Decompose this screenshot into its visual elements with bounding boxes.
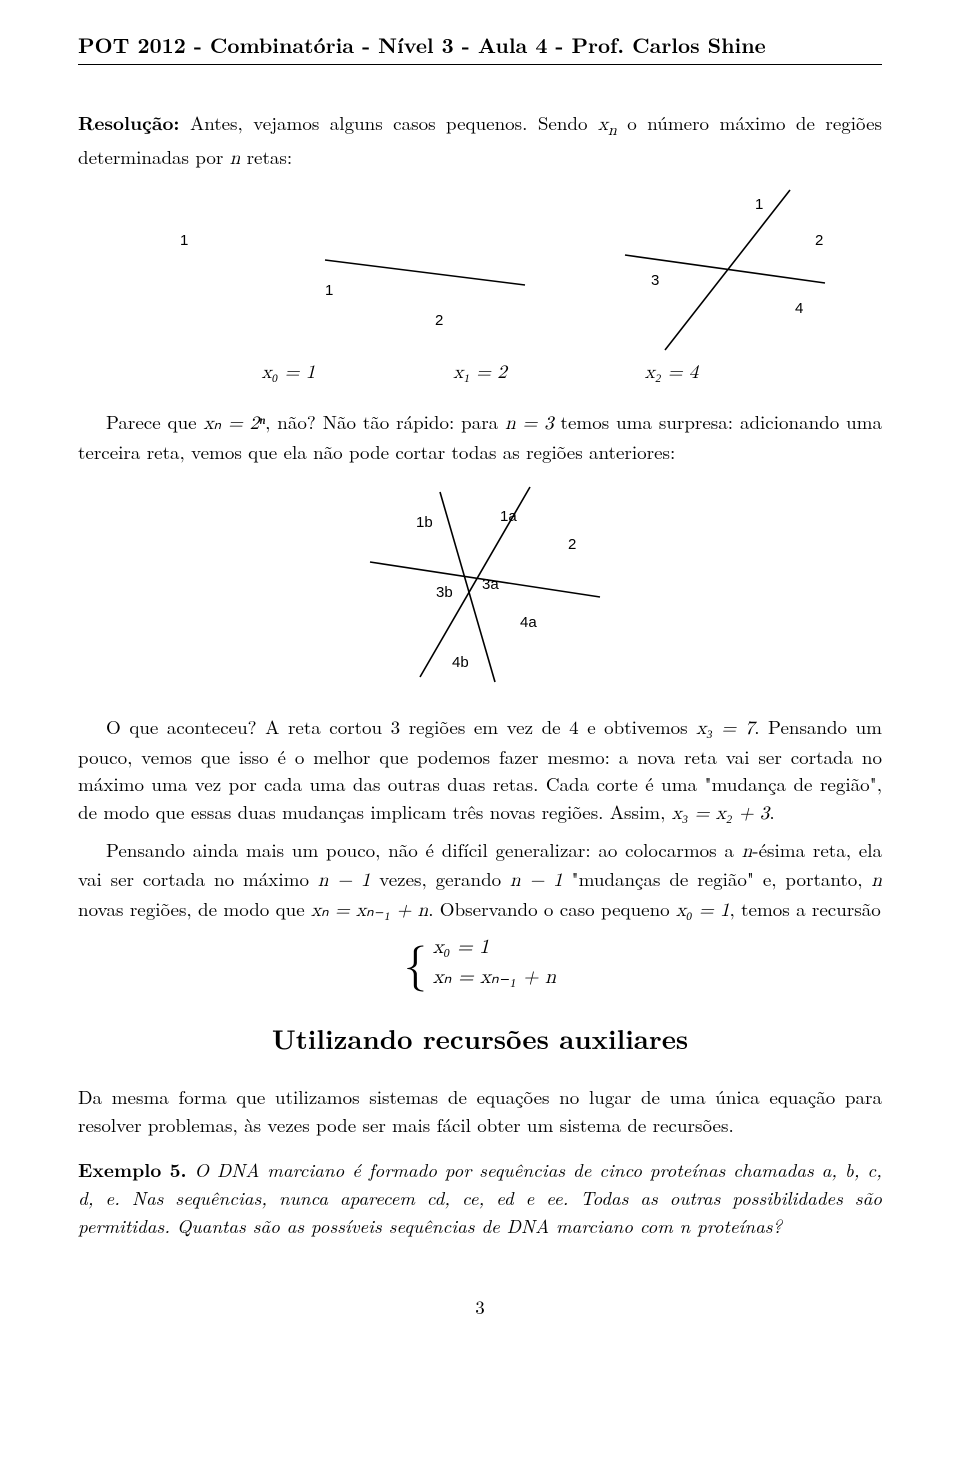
line <box>325 260 525 285</box>
fig-x2: 1 2 3 4 <box>615 185 835 355</box>
brace-lines: x₀ = 1 xₙ = xₙ₋₁ + n <box>433 932 556 992</box>
text: vezes, gerando <box>370 865 510 892</box>
diagram-3-lines: 1b 1a 2 3b 3a 4a 4b <box>340 477 620 687</box>
math-x01: x₀ = 1 <box>676 901 730 920</box>
region-label: 2 <box>815 232 823 249</box>
page-number: 3 <box>78 1293 882 1321</box>
text: , temos a recursão <box>730 895 881 922</box>
region-label: 2 <box>568 536 576 553</box>
brace-icon: { <box>404 939 427 985</box>
region-label: 4a <box>520 614 537 631</box>
text: novas regiões, de modo que <box>78 895 311 922</box>
math-n: n <box>230 149 241 168</box>
text: . <box>769 798 774 825</box>
example-5: Exemplo 5. O DNA marciano é formado por … <box>78 1156 882 1239</box>
region-label: 1 <box>325 282 333 299</box>
region-label: 1b <box>416 514 433 531</box>
figure-captions: x₀ = 1 x₁ = 2 x₂ = 4 <box>78 359 882 387</box>
label-resolucao: Resolução: <box>78 108 179 136</box>
math-x37: x₃ = 7 <box>696 719 754 738</box>
region-label: 3b <box>436 584 453 601</box>
math-xn2n: xₙ = 2ⁿ <box>203 414 265 433</box>
region-label: 1a <box>500 508 517 525</box>
example-text: O DNA marciano é formado por sequências … <box>78 1156 882 1238</box>
caption-x2: x₂ = 4 <box>645 359 699 387</box>
eq-line-2: xₙ = xₙ₋₁ + n <box>433 962 556 992</box>
para-aconteceu: O que aconteceu? A reta cortou 3 regiões… <box>78 713 882 827</box>
text: retas: <box>240 143 292 170</box>
eq-line-1: x₀ = 1 <box>433 932 556 962</box>
math-n: n <box>742 842 753 861</box>
example-label: Exemplo 5. <box>78 1155 187 1183</box>
text: O que aconteceu? A reta cortou 3 regiões… <box>106 713 696 740</box>
section-title: Utilizando recursões auxiliares <box>78 1018 882 1057</box>
region-label: 1 <box>180 232 188 249</box>
region-label: 1 <box>755 196 763 213</box>
diagram-1-line: 1 2 <box>315 185 535 335</box>
fig-x0: 1 <box>125 185 235 355</box>
page-header: POT 2012 - Combinatória - Nível 3 - Aula… <box>78 30 882 60</box>
figure-row-1: 1 1 2 1 2 3 4 <box>78 185 882 355</box>
region-label: 4b <box>452 654 469 671</box>
recursion-system: { x₀ = 1 xₙ = xₙ₋₁ + n <box>78 932 882 992</box>
para-parece: Parece que xₙ = 2ⁿ, não? Não tão rápido:… <box>78 408 882 465</box>
math-nm1: n − 1 <box>318 871 371 890</box>
caption-x0: x₀ = 1 <box>262 359 316 387</box>
math-n3: n = 3 <box>505 414 554 433</box>
text: , não? Não tão rápido: para <box>265 408 505 435</box>
math-x3x23: x₃ = x₂ + 3 <box>672 804 770 823</box>
header-rule <box>78 64 882 65</box>
region-label: 3a <box>482 576 499 593</box>
caption-x1: x₁ = 2 <box>453 359 507 387</box>
text: Antes, vejamos alguns casos pequenos. Se… <box>179 109 597 136</box>
figure-3-lines: 1b 1a 2 3b 3a 4a 4b <box>78 477 882 687</box>
text: Parece que <box>106 408 203 435</box>
diagram-0-lines: 1 <box>125 185 235 335</box>
math-n: n <box>871 871 882 890</box>
para-aux: Da mesma forma que utilizamos sistemas d… <box>78 1083 882 1138</box>
math-nm1: n − 1 <box>510 871 563 890</box>
page: POT 2012 - Combinatória - Nível 3 - Aula… <box>0 0 960 1321</box>
text: . Observando o caso pequeno <box>428 895 676 922</box>
text: "mudanças de região" e, portanto, <box>563 865 872 892</box>
region-label: 4 <box>795 300 803 317</box>
para-generalizar: Pensando ainda mais um pouco, não é difí… <box>78 836 882 925</box>
math-xnrec: xₙ = xₙ₋₁ + n <box>311 901 428 920</box>
line <box>665 190 790 350</box>
region-label: 3 <box>651 272 659 289</box>
math-xn: xn <box>598 115 617 134</box>
fig-x1: 1 2 <box>315 185 535 355</box>
text: Pensando ainda mais um pouco, não é difí… <box>106 836 742 863</box>
diagram-2-lines: 1 2 3 4 <box>615 185 835 355</box>
para-resolution: Resolução: Antes, vejamos alguns casos p… <box>78 109 882 172</box>
region-label: 2 <box>435 312 443 329</box>
